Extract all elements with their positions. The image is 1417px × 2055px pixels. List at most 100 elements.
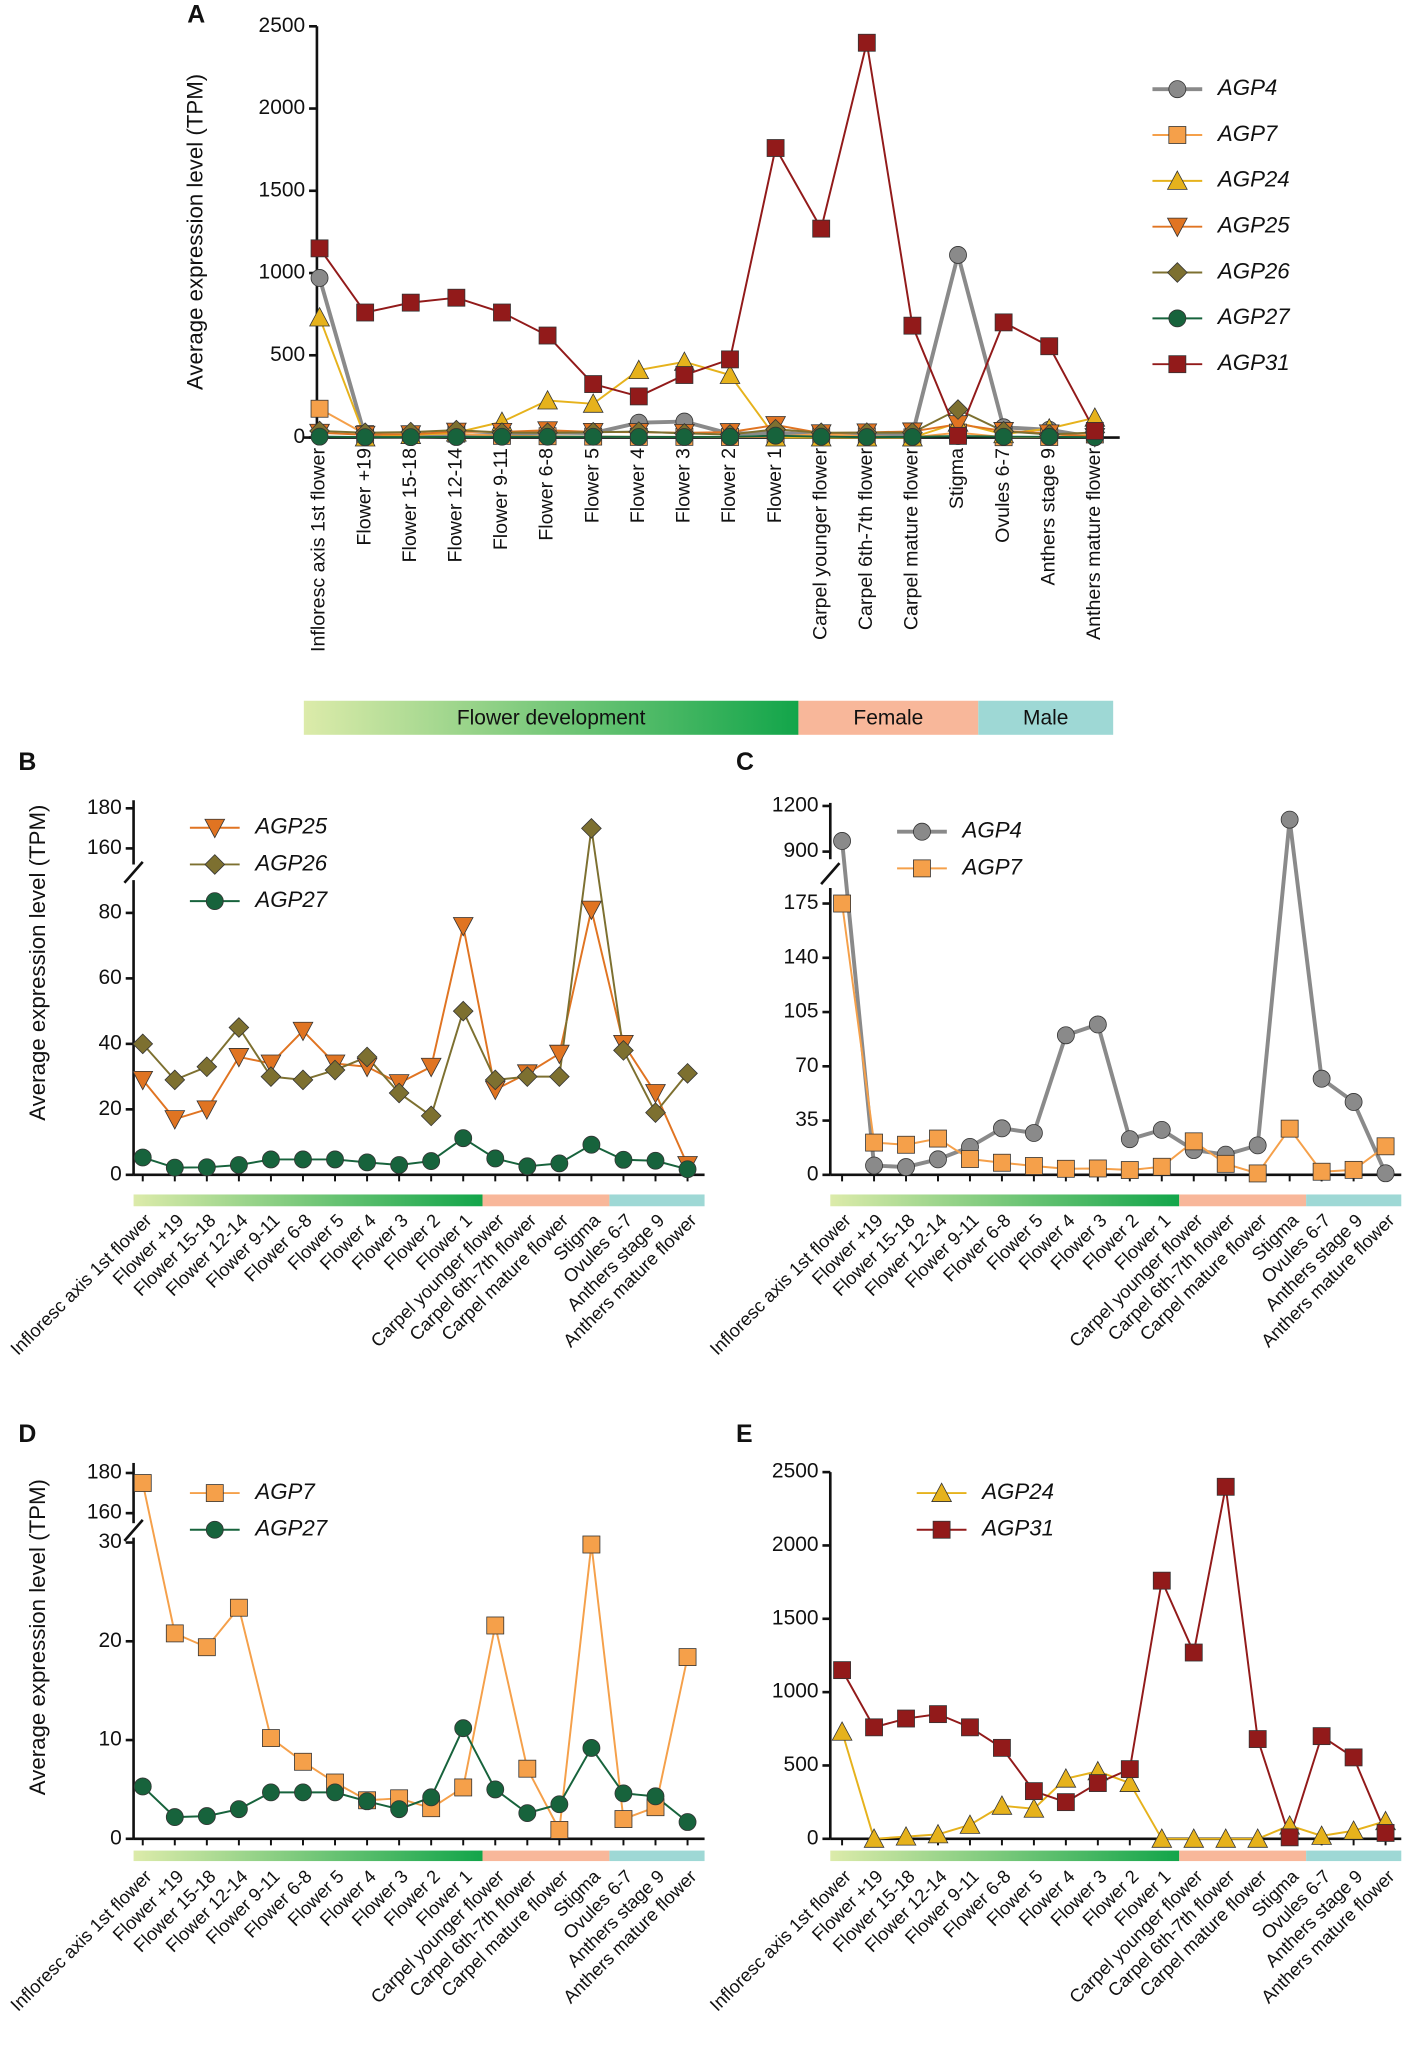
group-bar [133,1850,483,1862]
data-point [629,387,648,406]
legend-marker [913,859,931,878]
x-tick-label: Carpel mature flower [901,448,923,631]
y-tick-label: 0 [807,1826,819,1849]
data-point [1376,1824,1395,1842]
legend-marker [1166,217,1188,238]
y-tick-label: 500 [784,1753,819,1776]
y-tick-label: 80 [98,900,121,923]
legend-label: AGP4 [1216,75,1277,100]
data-point [1183,1828,1205,1848]
data-point [961,1718,979,1737]
data-point [516,1066,538,1087]
y-tick-label: 60 [98,966,121,989]
data-point [447,428,466,446]
data-point [422,1152,441,1170]
data-point [165,1624,184,1643]
data-point [675,428,694,446]
x-tick-label: Flower 2 [718,448,740,523]
legend-marker [1166,262,1188,283]
legend-label: AGP4 [961,818,1022,843]
data-point [1024,1782,1043,1801]
data-point [897,1158,915,1176]
data-point [582,1135,601,1154]
series-line [841,1731,1386,1840]
data-point [197,1158,216,1177]
data-point [518,1804,537,1823]
data-point [645,1102,666,1124]
data-point [614,1784,633,1803]
data-point [897,1135,915,1154]
y-tick-label: 20 [98,1097,121,1120]
data-point [358,1792,376,1811]
data-point [310,239,329,258]
data-point [903,428,922,446]
series-line [141,909,689,1166]
data-point [310,269,329,287]
data-point [1023,1798,1045,1818]
y-tick-label: 175 [784,891,819,914]
data-point [1344,1748,1363,1767]
y-tick-label: 0 [110,1826,122,1849]
data-point [1040,337,1059,356]
data-point [1376,1164,1395,1183]
data-point [422,1788,441,1807]
data-point [646,1787,665,1806]
x-tick-label: Flower +19 [353,448,375,546]
data-point [1247,1828,1269,1848]
data-point [1055,1768,1077,1788]
data-point [518,1157,537,1176]
data-point [961,1150,979,1168]
data-point [582,1535,601,1554]
group-bar [609,1194,705,1207]
data-point [1152,1120,1171,1139]
data-point [309,306,331,327]
y-tick-label: 500 [270,343,305,366]
y-tick-label: 20 [98,1629,121,1652]
data-point [310,399,329,418]
data-point [486,1149,505,1168]
data-point [857,428,876,446]
group-bar [830,1194,1180,1207]
y-tick-label: 70 [795,1054,818,1077]
data-point [401,293,420,312]
y-axis-label: Average expression level (TPM) [25,1479,50,1795]
data-point [614,1150,633,1169]
data-point [857,33,876,52]
data-point [260,1054,282,1075]
y-tick-label: 2000 [259,96,306,119]
data-point [1344,1093,1363,1111]
data-point [994,427,1013,446]
data-point [229,1800,248,1819]
legend-label: AGP26 [1216,258,1290,283]
data-point [420,1105,442,1127]
legend-marker [1168,309,1187,328]
legend-label: AGP27 [1216,304,1291,329]
y-tick-label: 0 [293,425,305,448]
data-point [518,1759,537,1778]
data-point [1085,422,1104,440]
y-tick-label: 2500 [259,14,306,37]
data-point [454,1778,473,1797]
data-point [1280,810,1299,829]
series-line [318,42,1096,439]
data-point [1056,1793,1075,1812]
data-point [903,316,922,335]
data-point [356,1046,378,1068]
data-point [294,1752,312,1771]
data-point [1184,1643,1203,1662]
data-point [1248,1164,1267,1183]
data-point [390,1800,409,1819]
data-point [833,832,851,850]
legend-label: AGP24 [1216,167,1290,192]
data-point [324,1059,346,1081]
series-line [141,1482,689,1834]
y-tick-label: 30 [98,1530,121,1553]
data-point [228,1017,250,1038]
series-line [317,247,1096,440]
legend-label: AGP27 [253,887,328,912]
x-tick-label: Flower 15-18 [399,448,421,563]
x-tick-label: Ovules 6-7 [992,448,1014,543]
y-tick-label: 1000 [772,1680,819,1703]
data-point [646,1151,665,1170]
